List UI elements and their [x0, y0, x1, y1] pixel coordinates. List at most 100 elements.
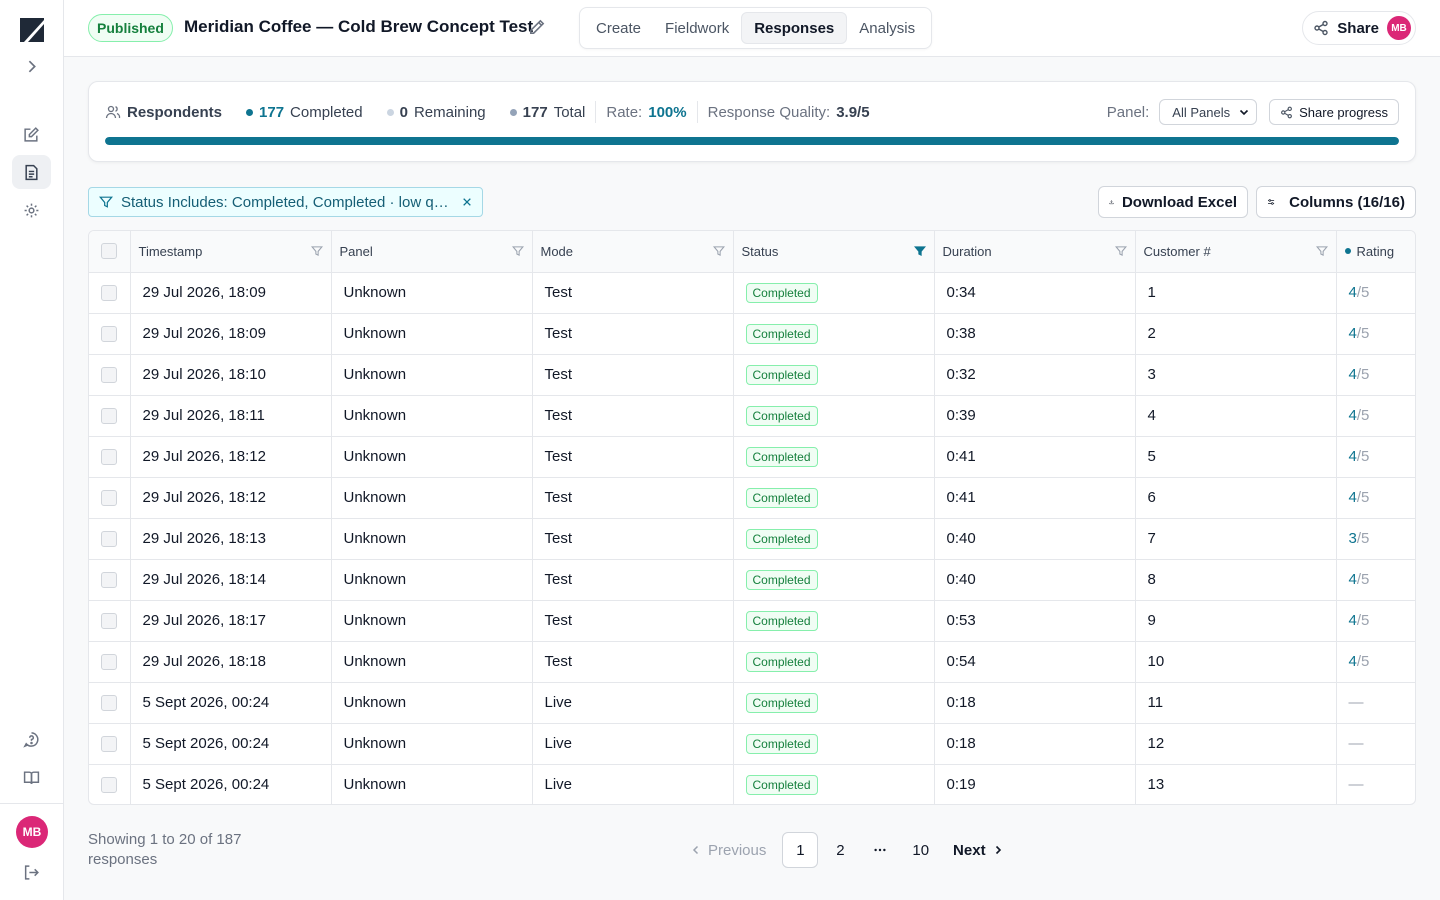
cell-panel: Unknown: [331, 354, 533, 396]
table-row[interactable]: 5 Sept 2026, 00:24 Unknown Live Completed 0:…: [89, 682, 1415, 724]
row-checkbox[interactable]: [101, 366, 118, 383]
table-row[interactable]: 29 Jul 2026, 18:12 Unknown Test Completed 0:…: [89, 477, 1415, 519]
download-excel-button[interactable]: Download Excel: [1098, 186, 1248, 218]
help-chat-icon[interactable]: [12, 722, 51, 756]
cell-customer: 2: [1135, 313, 1337, 355]
rate-stat: Rate: 100%: [606, 104, 686, 121]
rating-value: 4: [1348, 407, 1357, 424]
cell-customer: 7: [1135, 518, 1337, 560]
rating-scale: /5: [1356, 407, 1370, 424]
cell-timestamp: 29 Jul 2026, 18:11: [130, 395, 332, 437]
cell-panel: Unknown: [331, 723, 533, 765]
remaining-count: 0: [399, 103, 408, 121]
column-header-status[interactable]: Status: [733, 231, 935, 273]
filter-active-icon[interactable]: [913, 245, 926, 257]
logout-icon[interactable]: [12, 855, 51, 889]
row-checkbox[interactable]: [101, 612, 118, 629]
table-row[interactable]: 29 Jul 2026, 18:09 Unknown Test Completed 0:…: [89, 313, 1415, 355]
rating-scale: /5: [1356, 653, 1370, 670]
book-icon[interactable]: [12, 760, 51, 794]
rating-scale: /5: [1356, 366, 1370, 383]
cell-status: Completed: [733, 559, 935, 601]
table-row[interactable]: 29 Jul 2026, 18:12 Unknown Test Completed 0:…: [89, 436, 1415, 478]
filter-icon[interactable]: [712, 245, 725, 257]
column-header-timestamp[interactable]: Timestamp: [130, 231, 332, 273]
filter-icon[interactable]: [1315, 245, 1328, 257]
tab-create[interactable]: Create: [596, 19, 642, 37]
status-filter-chip[interactable]: Status Includes: Completed, Completed · …: [88, 187, 483, 217]
page-button-2[interactable]: 2: [836, 841, 845, 859]
row-checkbox[interactable]: [101, 325, 118, 342]
column-header-rating[interactable]: Rating: [1336, 231, 1415, 273]
table-row[interactable]: 29 Jul 2026, 18:13 Unknown Test Completed 0:…: [89, 518, 1415, 560]
share-progress-button[interactable]: Share progress: [1269, 99, 1399, 125]
previous-page-button[interactable]: Previous: [680, 832, 776, 868]
table-row[interactable]: 29 Jul 2026, 18:10 Unknown Test Completed 0:…: [89, 354, 1415, 396]
rating-value: 4: [1348, 325, 1357, 342]
select-all-cell: [89, 231, 131, 273]
row-checkbox[interactable]: [101, 776, 118, 793]
row-checkbox[interactable]: [101, 653, 118, 670]
row-checkbox[interactable]: [101, 694, 118, 711]
rating-scale: /5: [1356, 571, 1370, 588]
row-checkbox[interactable]: [101, 571, 118, 588]
cell-status: Completed: [733, 682, 935, 724]
avatar[interactable]: MB: [16, 816, 48, 848]
cell-rating: 4/5: [1336, 272, 1415, 314]
status-pill: Completed: [745, 528, 818, 549]
row-checkbox[interactable]: [101, 530, 118, 547]
total-label: Total: [553, 103, 586, 121]
column-header-panel[interactable]: Panel: [331, 231, 533, 273]
rating-dot: [1344, 248, 1351, 255]
cell-timestamp: 29 Jul 2026, 18:09: [130, 272, 332, 314]
table-row[interactable]: 29 Jul 2026, 18:17 Unknown Test Completed 0:…: [89, 600, 1415, 642]
divider: [696, 101, 698, 123]
gear-icon[interactable]: [12, 193, 51, 227]
column-header-customer[interactable]: Customer #: [1135, 231, 1337, 273]
expand-chevron-icon[interactable]: [12, 49, 51, 83]
next-page-button[interactable]: Next: [943, 832, 1014, 868]
row-select-cell: [89, 641, 131, 683]
document-icon[interactable]: [12, 155, 51, 189]
cell-timestamp: 29 Jul 2026, 18:12: [130, 436, 332, 478]
filter-icon[interactable]: [310, 245, 323, 257]
filter-icon[interactable]: [1114, 245, 1127, 257]
cell-status: Completed: [733, 272, 935, 314]
cell-status: Completed: [733, 600, 935, 642]
row-checkbox[interactable]: [101, 735, 118, 752]
share-button[interactable]: Share MB: [1302, 11, 1416, 45]
close-icon[interactable]: [462, 197, 472, 207]
page-button-10[interactable]: 10: [912, 841, 930, 859]
rating-scale: /5: [1356, 448, 1370, 465]
row-checkbox[interactable]: [101, 407, 118, 424]
table-row[interactable]: 5 Sept 2026, 00:24 Unknown Live Completed 0:…: [89, 723, 1415, 765]
showing-count: Showing 1 to 20 of 187 responses: [88, 831, 242, 868]
table-row[interactable]: 5 Sept 2026, 00:24 Unknown Live Completed 0:…: [89, 764, 1415, 804]
cell-status: Completed: [733, 436, 935, 478]
pencil-icon[interactable]: [528, 18, 548, 38]
columns-button[interactable]: Columns (16/16): [1256, 186, 1416, 218]
page-button-1[interactable]: 1: [782, 832, 819, 868]
panel-select[interactable]: All Panels: [1159, 99, 1258, 125]
row-checkbox[interactable]: [101, 448, 118, 465]
slash-logo[interactable]: [18, 16, 46, 44]
rate-label: Rate:: [606, 103, 643, 121]
table-row[interactable]: 29 Jul 2026, 18:18 Unknown Test Completed 0:…: [89, 641, 1415, 683]
share-label: Share: [1337, 19, 1379, 37]
completion-progress-bar: [105, 137, 1399, 145]
edit-icon[interactable]: [12, 117, 51, 151]
column-label: Duration: [942, 243, 992, 259]
tab-fieldwork[interactable]: Fieldwork: [665, 19, 730, 37]
tab-responses[interactable]: Responses: [741, 12, 848, 44]
table-row[interactable]: 29 Jul 2026, 18:14 Unknown Test Completed 0:…: [89, 559, 1415, 601]
cell-timestamp: 29 Jul 2026, 18:10: [130, 354, 332, 396]
column-header-duration[interactable]: Duration: [934, 231, 1136, 273]
filter-icon[interactable]: [511, 245, 524, 257]
row-checkbox[interactable]: [101, 489, 118, 506]
table-row[interactable]: 29 Jul 2026, 18:11 Unknown Test Completed 0:…: [89, 395, 1415, 437]
row-checkbox[interactable]: [101, 284, 118, 301]
table-row[interactable]: 29 Jul 2026, 18:09 Unknown Test Completed 0:…: [89, 272, 1415, 314]
select-all-checkbox[interactable]: [101, 243, 118, 260]
tab-analysis[interactable]: Analysis: [859, 19, 916, 37]
column-header-mode[interactable]: Mode: [532, 231, 734, 273]
